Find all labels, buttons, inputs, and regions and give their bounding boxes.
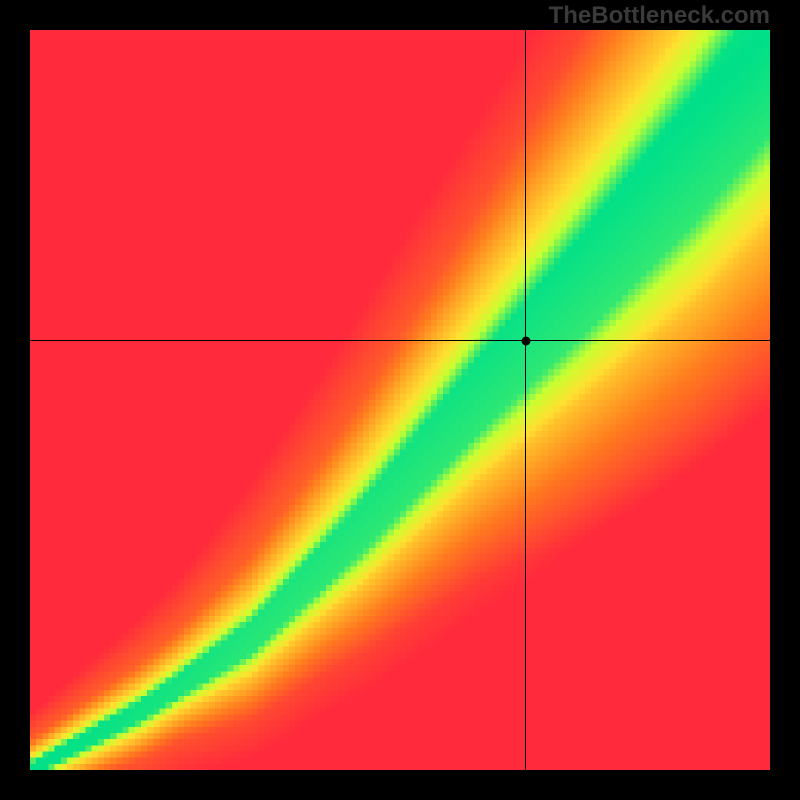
crosshair-vertical — [525, 30, 526, 770]
selection-marker — [521, 336, 530, 345]
bottleneck-heatmap — [30, 30, 770, 770]
watermark-text: TheBottleneck.com — [549, 2, 770, 30]
chart-container: TheBottleneck.com — [0, 0, 800, 800]
crosshair-horizontal — [30, 340, 770, 341]
